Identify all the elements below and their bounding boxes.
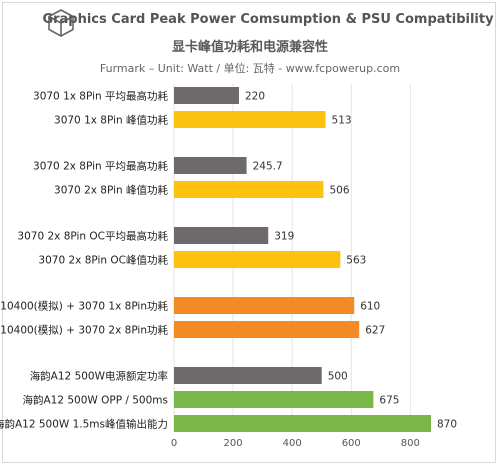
category-label: 3070 2x 8Pin 平均最高功耗 <box>33 160 168 173</box>
category-label: i5 10400(模拟) + 3070 1x 8Pin功耗 <box>0 300 168 313</box>
category-label: 3070 2x 8Pin OC峰值功耗 <box>38 254 168 267</box>
chart-source: Furmark – Unit: Watt / 单位: 瓦特 - www.fcpo… <box>99 62 401 75</box>
bar <box>174 321 360 338</box>
chart-subtitle: 显卡峰值功耗和电源兼容性 <box>171 40 328 55</box>
category-label: 3070 1x 8Pin 峰值功耗 <box>54 114 168 127</box>
bar <box>174 391 374 408</box>
bar <box>174 181 324 198</box>
x-tick-label: 400 <box>283 438 302 449</box>
value-label: 220 <box>245 91 265 103</box>
category-label: 海韵A12 500W OPP / 500ms <box>22 394 168 407</box>
x-tick-label: 200 <box>224 438 243 449</box>
bar <box>174 367 322 384</box>
bar <box>174 297 355 314</box>
value-label: 870 <box>437 419 457 431</box>
category-label: 3070 2x 8Pin OC平均最高功耗 <box>17 230 168 243</box>
value-label: 610 <box>360 301 380 313</box>
category-label: i5 10400(模拟) + 3070 2x 8Pin功耗 <box>0 324 168 337</box>
value-label: 500 <box>328 371 348 383</box>
cube-logo-icon <box>48 9 74 37</box>
chart-title: Graphics Card Peak Power Comsumption & P… <box>42 12 494 27</box>
x-tick-label: 800 <box>401 438 420 449</box>
bar <box>174 87 239 104</box>
x-tick-label: 0 <box>171 438 177 449</box>
category-label: 3070 1x 8Pin 平均最高功耗 <box>33 90 168 103</box>
value-label: 563 <box>346 255 366 267</box>
value-label: 319 <box>274 231 294 243</box>
value-label: 675 <box>379 395 399 407</box>
bar <box>174 111 326 128</box>
bar <box>174 415 431 432</box>
category-label: 3070 2x 8Pin 峰值功耗 <box>54 184 168 197</box>
x-tick-label: 600 <box>342 438 361 449</box>
value-label: 627 <box>365 325 385 337</box>
bar <box>174 227 269 244</box>
value-label: 513 <box>332 115 352 127</box>
value-label: 506 <box>329 185 349 197</box>
bar <box>174 157 247 174</box>
value-label: 245.7 <box>253 161 283 173</box>
category-label: 海韵A12 500W 1.5ms峰值输出能力 <box>0 418 168 431</box>
bar <box>174 251 341 268</box>
category-label: 海韵A12 500W电源额定功率 <box>30 370 168 383</box>
